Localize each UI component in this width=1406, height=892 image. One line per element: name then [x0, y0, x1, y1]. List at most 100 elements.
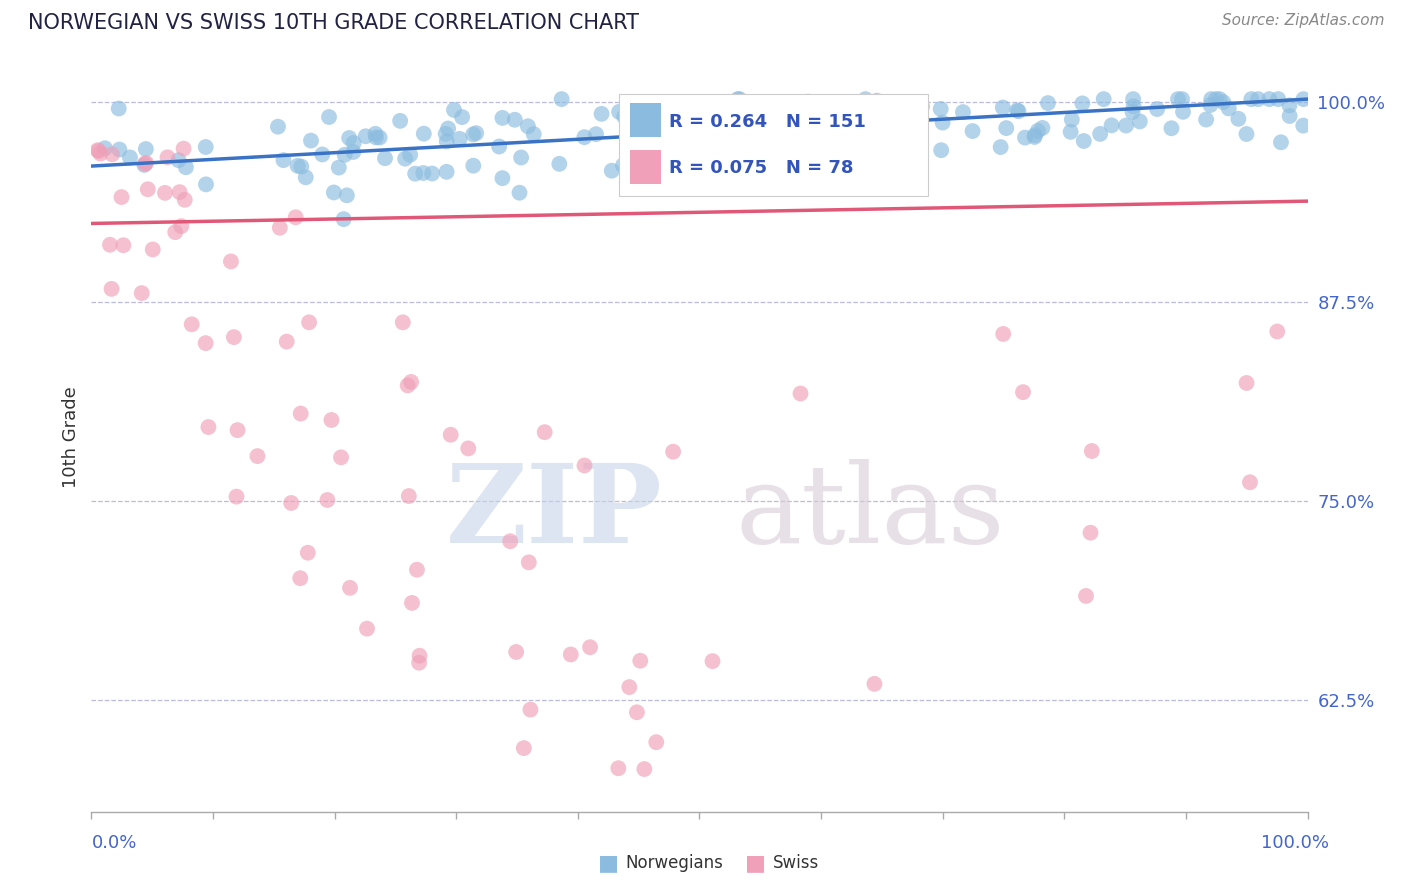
Point	[690, 165, 713, 179]
Point	[641, 121, 664, 136]
Point	[98, 237, 121, 252]
Point	[89, 146, 111, 161]
Point	[1012, 385, 1035, 400]
Point	[342, 145, 364, 159]
Point	[1247, 92, 1270, 106]
Point	[1199, 98, 1222, 112]
Point	[550, 92, 572, 106]
Point	[343, 136, 366, 150]
Point	[1101, 119, 1123, 133]
Point	[513, 741, 536, 756]
Point	[332, 212, 354, 227]
Point	[290, 571, 312, 585]
Point	[100, 282, 122, 296]
Point	[294, 170, 316, 185]
Point	[574, 130, 596, 145]
Point	[1267, 92, 1289, 106]
Point	[328, 161, 350, 175]
Text: R = 0.075   N = 78: R = 0.075 N = 78	[669, 159, 853, 177]
Point	[1024, 130, 1046, 145]
Point	[374, 151, 396, 165]
Point	[391, 315, 413, 329]
Point	[368, 130, 391, 145]
Point	[1014, 130, 1036, 145]
Point	[1060, 112, 1083, 127]
Point	[112, 238, 135, 252]
Point	[852, 120, 875, 134]
Point	[1036, 96, 1059, 111]
Point	[1088, 127, 1111, 141]
Point	[420, 167, 443, 181]
Point	[136, 182, 159, 196]
Point	[855, 129, 877, 144]
Point	[1236, 127, 1258, 141]
Point	[671, 137, 693, 152]
Point	[356, 622, 378, 636]
Point	[273, 153, 295, 168]
Point	[1265, 325, 1288, 339]
Point	[173, 193, 195, 207]
Point	[87, 144, 110, 158]
Point	[142, 243, 165, 257]
Point	[728, 92, 751, 106]
Point	[612, 158, 634, 172]
Point	[107, 102, 129, 116]
Point	[579, 640, 602, 655]
Point	[440, 427, 463, 442]
Point	[131, 286, 153, 301]
Point	[510, 151, 533, 165]
Text: Norwegians: Norwegians	[626, 855, 724, 872]
Point	[652, 112, 675, 127]
Y-axis label: 10th Grade: 10th Grade	[62, 386, 80, 488]
Point	[463, 128, 485, 142]
Point	[1081, 444, 1104, 458]
Point	[741, 120, 763, 134]
Point	[298, 315, 321, 329]
Point	[1171, 104, 1194, 119]
Point	[1292, 119, 1315, 133]
Point	[1026, 124, 1049, 138]
Point	[990, 140, 1012, 154]
Point	[336, 188, 359, 202]
Point	[110, 190, 132, 204]
Point	[284, 211, 307, 225]
Point	[991, 101, 1014, 115]
Point	[436, 135, 458, 149]
Point	[330, 450, 353, 465]
Point	[672, 106, 695, 120]
Point	[789, 386, 811, 401]
Point	[408, 648, 430, 663]
Point	[437, 121, 460, 136]
Point	[322, 186, 344, 200]
Point	[628, 654, 651, 668]
Point	[517, 555, 540, 569]
Point	[1074, 589, 1097, 603]
Text: R = 0.264   N = 151: R = 0.264 N = 151	[669, 113, 866, 131]
Point	[1199, 92, 1222, 106]
Point	[194, 140, 217, 154]
Point	[866, 94, 889, 108]
Point	[533, 425, 555, 439]
Point	[727, 92, 749, 106]
Point	[1239, 475, 1261, 490]
Point	[702, 654, 724, 668]
Point	[758, 117, 780, 131]
Point	[607, 761, 630, 775]
Point	[794, 119, 817, 133]
Point	[713, 110, 735, 124]
Point	[1007, 104, 1029, 119]
Point	[591, 107, 613, 121]
Point	[1278, 98, 1301, 112]
Point	[855, 130, 877, 145]
Point	[311, 147, 333, 161]
Point	[321, 413, 343, 427]
Point	[401, 596, 423, 610]
Point	[613, 110, 636, 124]
Point	[337, 131, 360, 145]
Point	[499, 534, 522, 549]
Point	[169, 185, 191, 199]
Point	[794, 107, 817, 121]
Point	[1122, 99, 1144, 113]
Point	[167, 153, 190, 168]
Text: ■: ■	[598, 854, 619, 873]
